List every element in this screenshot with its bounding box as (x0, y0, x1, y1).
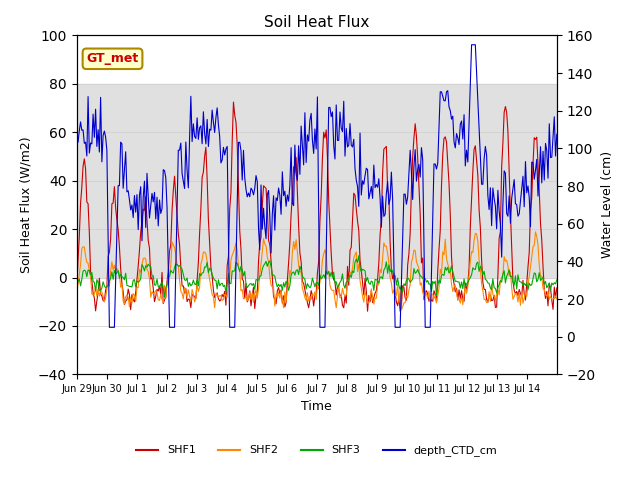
X-axis label: Time: Time (301, 400, 332, 413)
Title: Soil Heat Flux: Soil Heat Flux (264, 15, 369, 30)
Legend: SHF1, SHF2, SHF3, depth_CTD_cm: SHF1, SHF2, SHF3, depth_CTD_cm (132, 441, 502, 461)
Y-axis label: Soil Heat Flux (W/m2): Soil Heat Flux (W/m2) (19, 136, 33, 273)
Text: GT_met: GT_met (86, 52, 139, 65)
Bar (77, 84, 557, 277)
Y-axis label: Water Level (cm): Water Level (cm) (601, 151, 614, 258)
